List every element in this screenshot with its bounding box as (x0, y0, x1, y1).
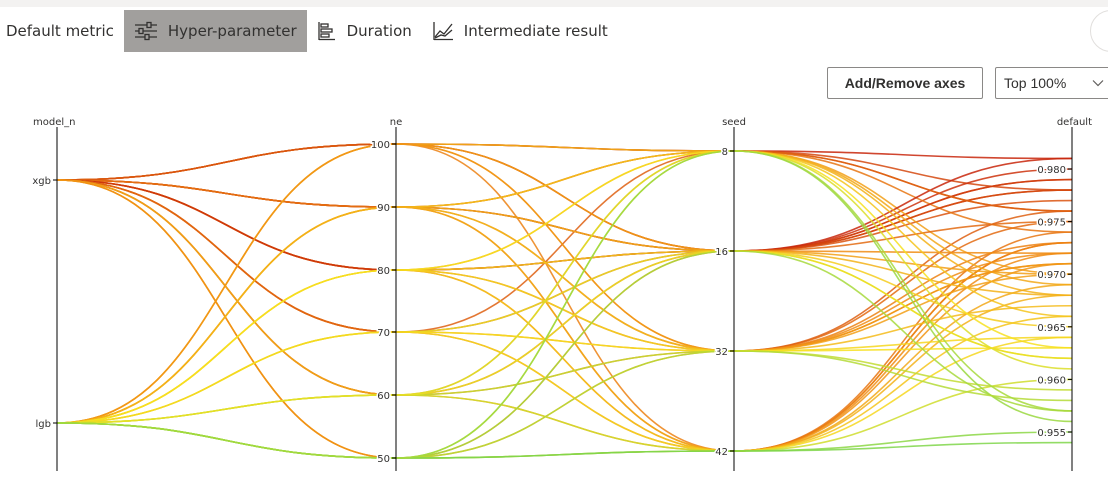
sliders-icon (134, 21, 157, 41)
tick-label: 0.965 (1037, 323, 1066, 334)
tab-label: Intermediate result (463, 22, 608, 40)
tick-label: 90 (377, 203, 390, 214)
trial-line[interactable] (56, 250, 1073, 424)
trial-line[interactable] (56, 350, 1073, 459)
tab-intermediate-result[interactable]: Intermediate result (422, 10, 618, 52)
trial-line[interactable] (56, 143, 1073, 424)
trial-line[interactable] (56, 150, 1073, 459)
tick-label: 0.955 (1037, 428, 1066, 439)
trial-line[interactable] (56, 331, 1073, 452)
tab-hyper-parameter[interactable]: Hyper-parameter (123, 10, 307, 52)
trial-line[interactable] (56, 206, 1073, 424)
tab-label: Duration (346, 22, 412, 40)
tick-label: 0.980 (1037, 165, 1066, 176)
trial-lines (56, 143, 1073, 459)
tick-label: 8 (722, 147, 728, 158)
axis-title-ne: ne (390, 117, 403, 128)
tick-label: lgb (36, 419, 51, 430)
tick-label: 42 (715, 447, 728, 458)
tick-label: xgb (32, 176, 51, 187)
tick-label: 0.975 (1037, 218, 1066, 229)
tick-label: 70 (377, 328, 390, 339)
top-strip (0, 0, 1108, 7)
metric-tabs: Default metric Hyper-parameter Duration (0, 10, 618, 52)
trial-line[interactable] (56, 150, 1073, 424)
trial-line[interactable] (56, 422, 1073, 459)
trial-line[interactable] (56, 143, 1073, 191)
top-percent-select[interactable]: Top 100% (995, 67, 1108, 99)
chevron-down-icon (1092, 80, 1104, 87)
trial-line[interactable] (56, 206, 1073, 452)
tick-label: 0.970 (1037, 270, 1066, 281)
axis-title-default: default (1057, 117, 1092, 128)
tab-label: Default metric (6, 22, 114, 40)
tick-label: 0.960 (1037, 375, 1066, 386)
line-chart-icon (433, 22, 453, 41)
add-remove-axes-button[interactable]: Add/Remove axes (827, 67, 983, 99)
tick-label: 32 (715, 347, 728, 358)
trial-line[interactable] (56, 150, 1073, 275)
tick-label: 16 (715, 247, 728, 258)
tab-label: Hyper-parameter (167, 22, 297, 40)
top-percent-value: Top 100% (1004, 75, 1067, 91)
tab-duration[interactable]: Duration (307, 10, 422, 52)
corner-button[interactable] (1090, 10, 1108, 52)
tick-label: 100 (371, 140, 390, 151)
axis-title-model_n: model_n (33, 117, 75, 128)
tab-default-metric[interactable]: Default metric (0, 10, 124, 52)
axis-title-seed: seed (722, 117, 746, 128)
tick-label: 80 (377, 266, 390, 277)
trial-line[interactable] (56, 422, 1073, 459)
tick-label: 50 (377, 454, 390, 465)
trial-line[interactable] (56, 150, 1073, 333)
bar-list-icon (317, 22, 335, 41)
tick-label: 60 (377, 391, 390, 402)
trial-line[interactable] (56, 150, 1073, 233)
